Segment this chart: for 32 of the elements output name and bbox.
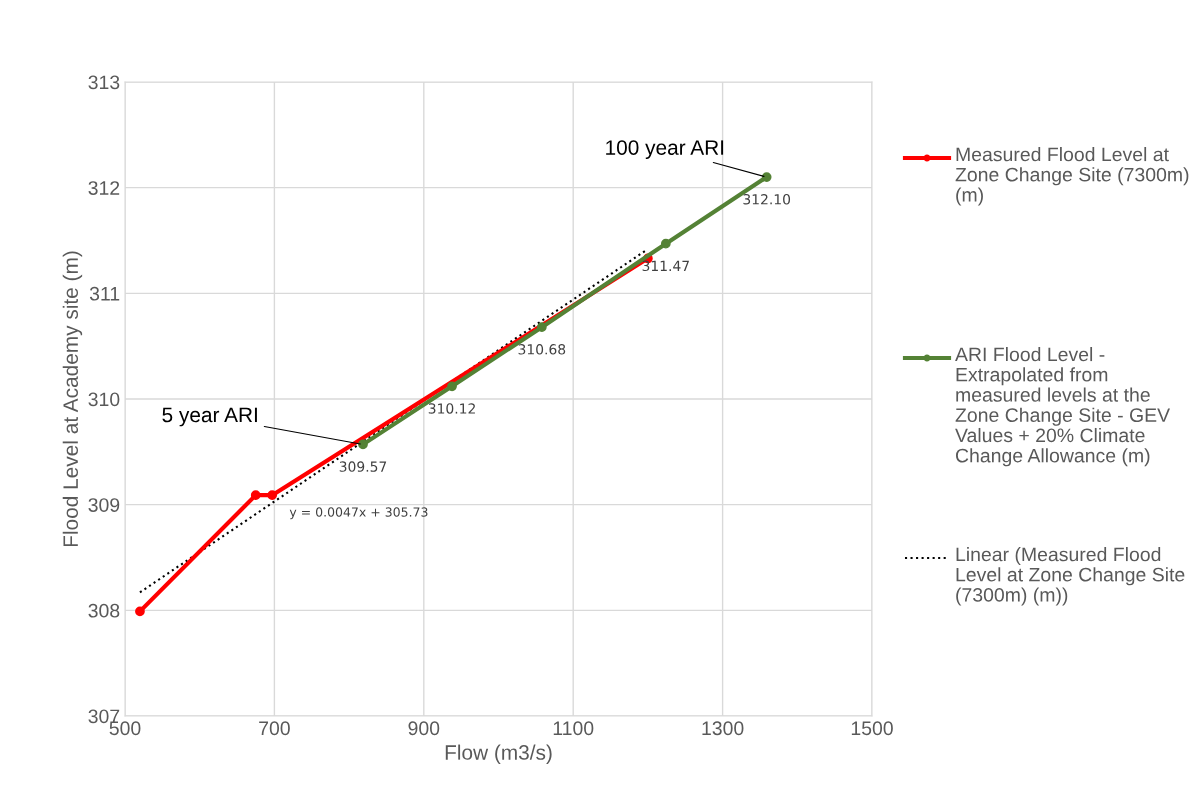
point <box>358 439 368 450</box>
point <box>135 606 145 617</box>
point <box>250 490 261 501</box>
x-tick-label: 1300 <box>702 721 744 736</box>
y-axis-title: Flood Level at Academy site (m) <box>62 251 83 547</box>
annotation: 5 year ARI <box>162 407 257 427</box>
x-tick-label: 700 <box>259 721 290 736</box>
point <box>267 490 278 501</box>
legend-label: ARI Flood Level - Extrapolated from measured levels at the Zone Change Site - GEV Values + 20% Climate Change Allowance (m) <box>955 347 1170 467</box>
data-label: 310.68 <box>518 344 566 355</box>
point <box>447 381 457 392</box>
annotation: y = 0.0047x + 305.73 <box>289 507 428 520</box>
point <box>660 238 671 249</box>
legend-label: Measured Flood Level at Zone Change Site (7300m) (m) <box>955 147 1189 206</box>
data-label: 311.47 <box>642 260 689 272</box>
y-tick-label: 312 <box>88 181 120 195</box>
x-axis-title: Flow (m3/s) <box>445 744 552 764</box>
point <box>761 172 772 182</box>
annotation: 100 year ARI <box>606 140 724 160</box>
y-tick-label: 310 <box>88 392 120 407</box>
x-tick-label: 1500 <box>851 721 893 736</box>
y-tick-label: 308 <box>88 603 120 618</box>
data-label: 312.10 <box>743 194 791 205</box>
y-tick-label: 313 <box>88 75 120 90</box>
data-label: 310.12 <box>428 403 475 414</box>
y-tick-label: 309 <box>88 498 120 512</box>
data-label: 309.57 <box>339 461 387 472</box>
y-tick-label: 311 <box>89 286 120 301</box>
x-tick-label: 900 <box>408 721 440 736</box>
x-tick-label: 1100 <box>553 721 594 736</box>
legend-label: Linear (Measured Flood Level at Zone Change Site (7300m) (m)) <box>956 547 1185 606</box>
point <box>536 322 547 333</box>
